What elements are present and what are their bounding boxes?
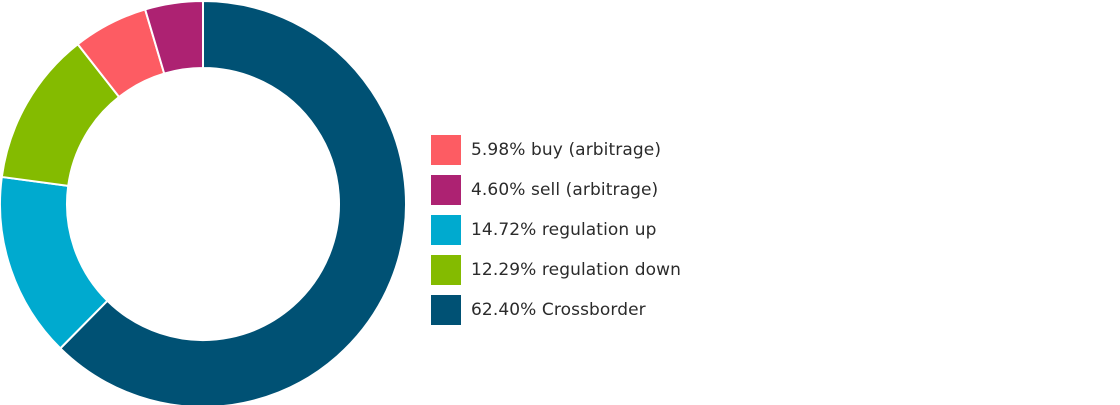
donut-chart-plot [0, 0, 407, 405]
legend-label-2: 14.72% regulation up [471, 220, 657, 240]
legend-swatch-3 [431, 255, 461, 285]
legend-label-4: 62.40% Crossborder [471, 300, 646, 320]
legend-item-3: 12.29% regulation down [431, 255, 681, 285]
legend-swatch-4 [431, 295, 461, 325]
legend-swatch-0 [431, 135, 461, 165]
donut-slice-1 [144, 0, 204, 75]
legend-swatch-2 [431, 215, 461, 245]
chart-legend: 5.98% buy (arbitrage) 4.60% sell (arbitra… [431, 135, 681, 335]
legend-item-1: 4.60% sell (arbitrage) [431, 175, 681, 205]
legend-label-0: 5.98% buy (arbitrage) [471, 140, 662, 160]
legend-swatch-1 [431, 175, 461, 205]
legend-item-4: 62.40% Crossborder [431, 295, 681, 325]
legend-label-1: 4.60% sell (arbitrage) [471, 180, 659, 200]
legend-item-2: 14.72% regulation up [431, 215, 681, 245]
donut-slice-4 [59, 0, 407, 405]
legend-label-3: 12.29% regulation down [471, 260, 682, 280]
legend-item-0: 5.98% buy (arbitrage) [431, 135, 681, 165]
